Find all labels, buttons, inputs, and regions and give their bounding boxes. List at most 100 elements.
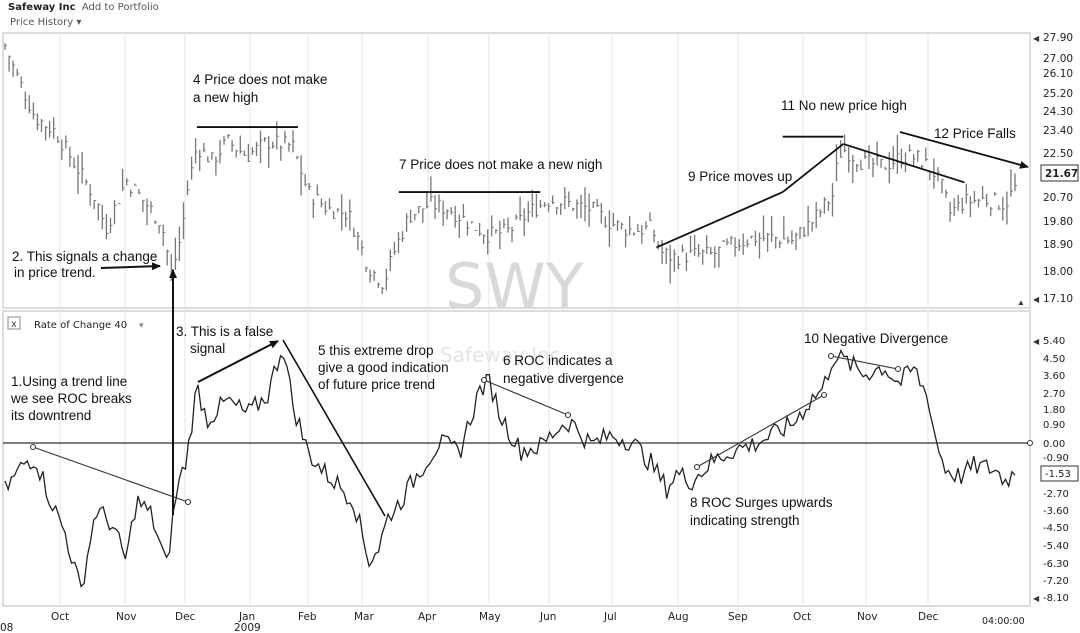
price-history-label: Price History [10,17,74,28]
roc-tick: -6.30 [1043,559,1069,570]
trend-point [827,352,835,360]
price-trend-line [843,143,965,184]
month-label: May [479,611,501,623]
month-label: Aug [668,611,689,623]
price-trend-line [656,191,784,249]
annotation-7: 7 Price does not make a new nigh [399,157,602,172]
annotation-3-line2: signal [190,341,225,356]
chart-header: Safeway Inc Add to Portfolio [8,2,159,13]
close-box[interactable] [7,316,21,330]
price-bars [4,43,1017,295]
trend-point [480,376,488,384]
month-label: Mar [354,611,374,623]
price-tick: 19.80 [1043,216,1073,228]
annotation-4-sub: a new high [193,90,258,105]
month-label: Dec [175,611,196,623]
annotation-9: 9 Price moves up [688,169,792,184]
arrow-12 [899,131,1029,169]
annotation-5-line3: of future price trend [318,377,435,392]
price-tick: 27.00 [1043,53,1073,65]
annotation-12: 12 Price Falls [934,126,1016,141]
price-tick: 18.00 [1043,266,1073,278]
triangle-left-icon: ◀ [1033,34,1040,43]
roc-tick: -0.90 [1043,453,1069,464]
trend-point [894,365,902,373]
annotation-6-line2: negative divergence [503,371,624,386]
drop-line-5 [282,339,386,517]
roc-tick: 5.40 [1043,336,1065,347]
add-to-portfolio-link[interactable]: Add to Portfolio [81,2,159,13]
roc-tick: 2.70 [1043,389,1065,400]
trend-point [820,391,828,399]
roc-indicator-control[interactable]: x Rate of Change 40 ▾ [7,316,144,331]
time-label: 04:00:00 [982,616,1025,627]
annotation-arrows [100,131,1029,517]
roc-tick: -3.60 [1043,506,1069,517]
price-history-dropdown[interactable]: Price History ▾ [10,17,81,28]
roc-title: Rate of Change 40 [34,320,127,331]
month-label: Jul [603,611,617,623]
chevron-down-icon[interactable]: ▾ [139,320,144,330]
annotation-8-line2: indicating strength [690,513,800,528]
month-label: Dec [918,611,939,623]
roc-trend-line-6 [483,379,569,416]
triangle-left-icon: ◀ [1033,295,1040,304]
roc-tick: -4.50 [1043,523,1069,534]
chevron-down-icon: ▾ [76,17,82,28]
trend-point [29,443,37,451]
month-label: Nov [116,611,137,623]
annotation-1-line2: we see ROC breaks [10,391,132,406]
roc-trend-line-1 [32,446,189,503]
annotation-6-line1: 6 ROC indicates a [503,353,613,368]
roc-tick: 0.00 [1043,439,1065,450]
annotation-1-line1: 1.Using a trend line [11,374,127,389]
price-tick: 18.90 [1043,239,1073,251]
month-label: Oct [793,611,811,623]
annotation-10: 10 Negative Divergence [804,331,948,346]
roc-tick: 4.50 [1043,354,1065,365]
ticker-watermark: SWY [445,250,584,323]
price-annotations: 2. This signals a change in price trend.… [12,72,1016,280]
price-tick: 22.50 [1043,148,1073,160]
roc-trend-lines [29,352,902,506]
trend-point [184,498,192,506]
time-axis: Oct Nov Dec Jan Feb Mar Apr May Jun Jul … [0,611,1025,633]
roc-tick: 1.80 [1043,405,1065,416]
year-label: 08 [0,622,13,633]
annotation-8-line1: 8 ROC Surges upwards [690,495,833,510]
price-tick: 24.30 [1043,106,1073,118]
annotation-1-line3: its downtrend [11,408,91,423]
roc-trend-line-8 [696,394,825,468]
month-label: Nov [857,611,878,623]
trend-point [564,411,572,419]
last-price-box [1040,164,1079,182]
zero-line-handle[interactable] [1027,440,1033,446]
price-tick: 25.20 [1043,88,1073,100]
price-tick: 27.90 [1043,32,1073,44]
last-roc-box [1040,465,1079,482]
price-y-axis: 27.90 27.00 26.10 25.20 24.30 23.40 22.5… [1017,32,1079,307]
annotation-3-line1: 3. This is a false [176,324,273,339]
annotation-4: 4 Price does not make [193,72,327,87]
annotation-2: 2. This signals a change [12,249,157,264]
annotation-5-line2: give a good indication [318,360,449,375]
year-label: 2009 [234,622,261,633]
month-label: Feb [298,611,317,623]
annotation-5-line1: 5 this extreme drop [318,343,434,358]
close-icon[interactable]: x [11,319,17,330]
roc-trend-line-10 [830,355,899,370]
price-trend-line [782,143,844,193]
annotation-2-sub: in price trend. [14,265,96,280]
month-label: Jun [539,611,556,623]
roc-y-axis: 5.40 4.50 3.60 2.70 1.80 0.90 0.00 -0.90… [1033,336,1079,604]
roc-annotations: 1.Using a trend line we see ROC breaks i… [10,324,948,528]
price-tick: 26.10 [1043,68,1073,80]
price-tick: 17.10 [1043,293,1073,305]
triangle-left-icon: ◀ [1033,337,1040,346]
price-tick: 23.40 [1043,125,1073,137]
price-panel-frame [2,32,1031,309]
roc-tick: -2.70 [1043,489,1069,500]
price-trend-lines [196,126,965,249]
roc-tick: 0.90 [1043,420,1065,431]
